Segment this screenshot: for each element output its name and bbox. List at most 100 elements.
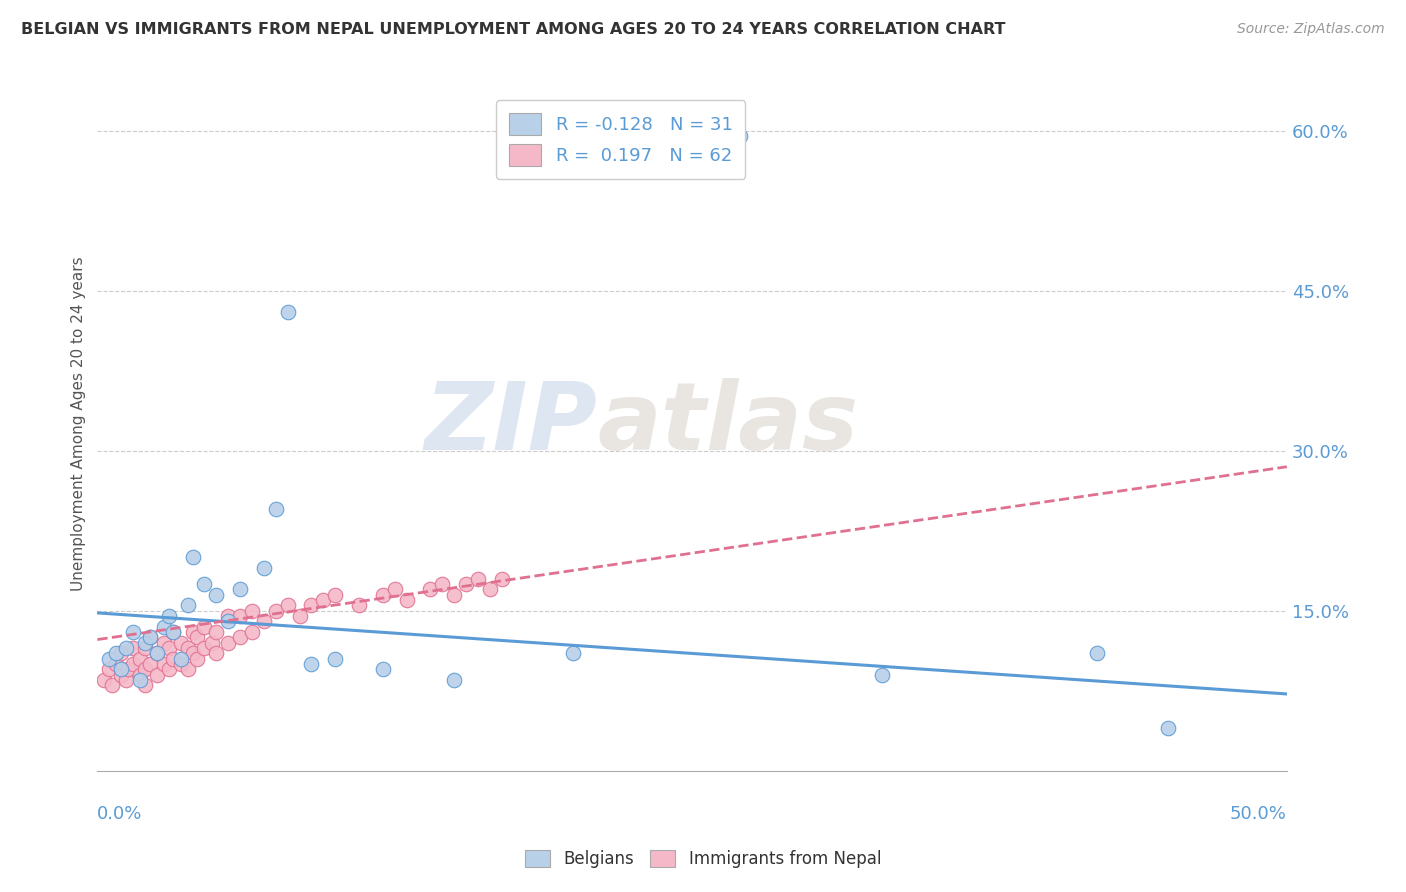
Point [217, 615, 239, 629]
Point [371, 588, 394, 602]
Point [169, 636, 191, 650]
Point [153, 657, 176, 671]
Text: 50.0%: 50.0% [1230, 805, 1286, 823]
Point [100, 678, 122, 692]
Point [395, 593, 418, 607]
Point [138, 657, 160, 671]
Point [117, 662, 139, 676]
Point [312, 593, 335, 607]
Point [205, 588, 228, 602]
Point [323, 652, 346, 666]
Point [478, 582, 501, 597]
Point [288, 609, 311, 624]
Point [134, 662, 156, 676]
Legend: Belgians, Immigrants from Nepal: Belgians, Immigrants from Nepal [517, 843, 889, 875]
Text: BELGIAN VS IMMIGRANTS FROM NEPAL UNEMPLOYMENT AMONG AGES 20 TO 24 YEARS CORRELAT: BELGIAN VS IMMIGRANTS FROM NEPAL UNEMPLO… [21, 22, 1005, 37]
Point [1157, 721, 1180, 735]
Point [186, 652, 208, 666]
Text: atlas: atlas [598, 378, 858, 470]
Point [240, 604, 263, 618]
Point [162, 652, 184, 666]
Point [162, 625, 184, 640]
Point [1085, 647, 1108, 661]
Point [301, 599, 323, 613]
Point [153, 636, 176, 650]
Point [181, 647, 204, 661]
Point [93, 673, 115, 687]
Point [229, 631, 252, 645]
Point [323, 588, 346, 602]
Point [443, 588, 465, 602]
Point [264, 502, 287, 516]
Text: 0.0%: 0.0% [97, 805, 143, 823]
Point [138, 631, 160, 645]
Point [562, 647, 585, 661]
Point [217, 636, 239, 650]
Point [240, 625, 263, 640]
Point [153, 620, 176, 634]
Point [129, 667, 152, 681]
Point [105, 657, 128, 671]
Point [371, 662, 394, 676]
Point [157, 641, 180, 656]
Point [491, 572, 513, 586]
Point [193, 641, 215, 656]
Point [169, 652, 191, 666]
Point [200, 636, 222, 650]
Point [157, 662, 180, 676]
Point [110, 647, 132, 661]
Point [177, 599, 200, 613]
Text: Source: ZipAtlas.com: Source: ZipAtlas.com [1237, 22, 1385, 37]
Point [253, 615, 276, 629]
Point [229, 582, 252, 597]
Point [419, 582, 441, 597]
Point [347, 599, 370, 613]
Point [443, 673, 465, 687]
Point [277, 305, 299, 319]
Point [157, 609, 180, 624]
Point [181, 625, 204, 640]
Point [134, 636, 156, 650]
Point [205, 647, 228, 661]
Text: ZIP: ZIP [425, 378, 598, 470]
Y-axis label: Unemployment Among Ages 20 to 24 years: Unemployment Among Ages 20 to 24 years [72, 257, 86, 591]
Point [169, 657, 191, 671]
Point [115, 641, 138, 656]
Point [205, 625, 228, 640]
Point [110, 667, 132, 681]
Point [186, 631, 208, 645]
Point [177, 662, 200, 676]
Point [384, 582, 406, 597]
Point [134, 641, 156, 656]
Point [467, 572, 489, 586]
Point [193, 577, 215, 591]
Point [253, 561, 276, 575]
Point [301, 657, 323, 671]
Point [162, 625, 184, 640]
Point [146, 667, 169, 681]
Point [193, 620, 215, 634]
Point [122, 625, 145, 640]
Point [432, 577, 454, 591]
Point [134, 678, 156, 692]
Point [728, 129, 751, 144]
Point [122, 641, 145, 656]
Point [217, 609, 239, 624]
Point [105, 647, 128, 661]
Point [181, 550, 204, 565]
Point [110, 662, 132, 676]
Point [177, 641, 200, 656]
Point [98, 652, 121, 666]
Point [129, 652, 152, 666]
Point [264, 604, 287, 618]
Point [122, 657, 145, 671]
Point [146, 647, 169, 661]
Point [138, 631, 160, 645]
Legend: R = -0.128   N = 31, R =  0.197   N = 62: R = -0.128 N = 31, R = 0.197 N = 62 [496, 100, 745, 178]
Point [277, 599, 299, 613]
Point [872, 667, 894, 681]
Point [98, 662, 121, 676]
Point [146, 647, 169, 661]
Point [129, 673, 152, 687]
Point [456, 577, 478, 591]
